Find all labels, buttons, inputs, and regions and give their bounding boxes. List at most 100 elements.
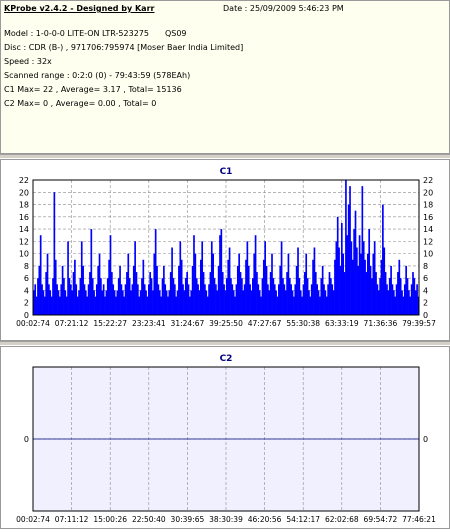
c1-bar [268, 290, 271, 315]
c1-bar [163, 265, 165, 315]
y-tick-label-right: 18 [423, 201, 433, 210]
c1-bar [128, 278, 131, 315]
c1-bar [215, 284, 217, 315]
c1-bar [338, 247, 340, 315]
c1-bar [267, 284, 269, 315]
c1-bar [242, 290, 245, 315]
y-tick-label-right: 22 [423, 176, 433, 185]
x-tick-label: 54:12:17 [286, 515, 320, 524]
c1-bar [179, 241, 182, 315]
c1-bar [54, 259, 57, 315]
c1-bar [299, 290, 302, 315]
c1-bar [276, 296, 279, 315]
c1-bar [366, 253, 369, 315]
c1-bar [368, 229, 371, 315]
c1-bar [48, 284, 50, 315]
c1-bar [371, 278, 373, 315]
y-tick-label-right: 14 [423, 225, 433, 234]
c1-bar [275, 290, 277, 315]
chart-title: C1 [220, 167, 233, 177]
c1-bar [145, 290, 147, 315]
c1-bar [167, 296, 169, 315]
c1-bar [390, 265, 392, 315]
plot-border [32, 179, 420, 316]
x-tick-label: 47:27:67 [248, 319, 282, 328]
c1-bar [91, 278, 94, 315]
c1-bar [391, 284, 394, 315]
disc-info: Disc : CDR (B-) , 971706:795974 [Moser B… [4, 43, 244, 52]
c1-bar [238, 253, 240, 315]
c1-bar [395, 284, 398, 315]
c1-bar [158, 290, 161, 315]
panel-splitter[interactable] [0, 154, 450, 159]
c1-bar [350, 241, 353, 315]
c1-bar [186, 272, 188, 315]
c1-bar [283, 284, 286, 315]
y-tick-label-right: 8 [423, 262, 428, 271]
c1-bar [121, 290, 124, 315]
c1-bar [116, 290, 119, 315]
c1-bar [246, 241, 249, 315]
c1-bar [384, 272, 387, 315]
c1-bar [312, 259, 314, 315]
drive-model-text: Model : 1-0-0-0 LITE-ON LTR-523275 [4, 29, 149, 38]
c1-bar [288, 278, 291, 315]
c1-bar [191, 265, 194, 315]
c1-bar [134, 241, 136, 315]
c1-bar [74, 259, 76, 315]
plot-border [32, 366, 420, 512]
c1-bar [198, 290, 201, 315]
c1-bar [278, 284, 280, 315]
x-tick-label: 38:30:39 [209, 515, 243, 524]
c1-bar [120, 284, 123, 315]
c1-bar [87, 284, 90, 315]
y-tick-label: 10 [19, 250, 29, 259]
c1-bar [351, 259, 354, 315]
c1-bar [297, 247, 299, 315]
c1-bar [221, 272, 224, 315]
c1-bar [397, 272, 399, 315]
c1-bar [234, 296, 236, 315]
c1-bar [330, 278, 332, 315]
c1-bar [42, 290, 45, 315]
x-tick-label: 39:25:50 [209, 319, 243, 328]
c1-bar [290, 284, 292, 315]
c1-bar [231, 284, 234, 315]
c1-bar [309, 296, 312, 315]
c1-bar [317, 290, 320, 315]
c1-bar [168, 290, 171, 315]
c1-bar [113, 290, 116, 315]
c1-bar [257, 284, 260, 315]
c1-bar [59, 296, 61, 315]
c1-chart-panel: C1 0 0 2 2 4 4 6 6 8 8 10 10 12 12 14 14 16 16 18 18 20 20 22 22… [0, 159, 450, 341]
c1-bar [228, 247, 231, 315]
c1-bar [149, 272, 152, 315]
c1-bar [416, 284, 418, 315]
c1-bar [100, 278, 102, 315]
c1-bar [399, 278, 402, 315]
c1-bar [208, 284, 210, 315]
c1-bar [210, 241, 213, 315]
c1-bar [123, 296, 126, 315]
c1-bar [102, 284, 105, 315]
c1-bar [291, 290, 294, 315]
c1-bar [169, 272, 172, 315]
panel-splitter[interactable] [0, 341, 450, 346]
y-tick-label-right: 10 [423, 250, 433, 259]
y-tick-label: 6 [24, 274, 29, 283]
c1-bar [227, 259, 230, 315]
c1-bar [190, 290, 193, 315]
c1-bar [135, 272, 138, 315]
c1-bar [373, 241, 376, 315]
c1-bar [85, 290, 87, 315]
c1-bar [394, 296, 397, 315]
x-tick-label: 00:02:74 [16, 319, 50, 328]
c1-bar [69, 284, 72, 315]
c1-bar [386, 284, 388, 315]
c1-bar [342, 253, 345, 315]
c1-bar [316, 284, 319, 315]
c1-bar [193, 235, 195, 315]
c1-bar [216, 290, 219, 315]
c1-bar [132, 265, 135, 315]
